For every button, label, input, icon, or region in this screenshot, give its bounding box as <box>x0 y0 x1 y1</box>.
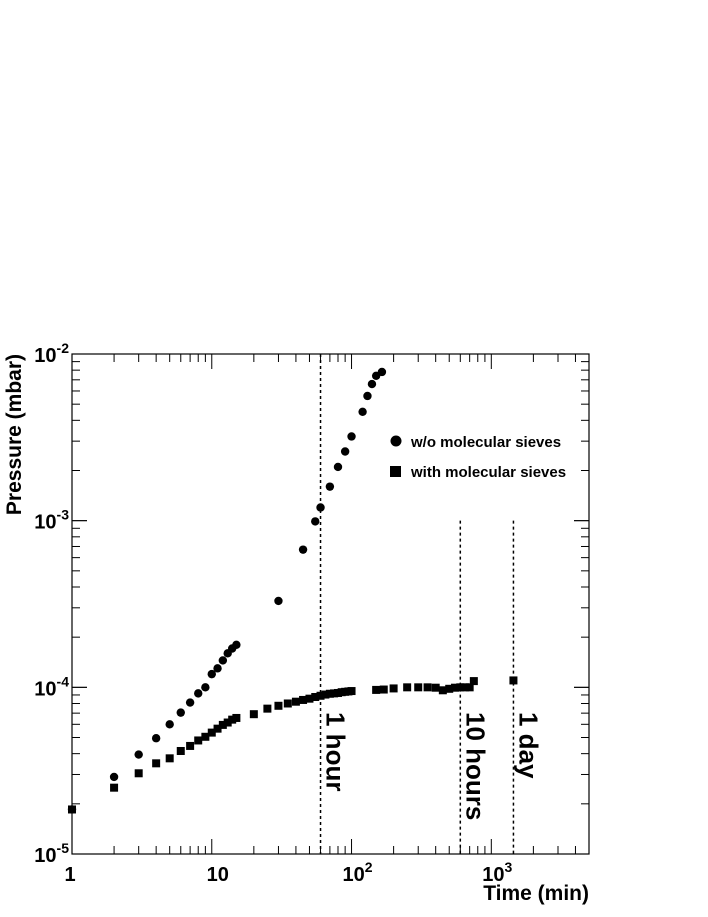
reference-lines: 1 hour 10 hours 1 day <box>319 354 543 854</box>
reference-line-label: 1 hour <box>321 712 351 791</box>
data-point-square <box>414 683 423 692</box>
data-point-square <box>186 741 195 750</box>
data-point-circle <box>194 689 203 698</box>
data-point-square <box>347 687 356 696</box>
data-point-square <box>325 689 334 698</box>
data-point-square <box>201 732 210 741</box>
data-point-square <box>283 699 292 708</box>
plot-frame <box>71 353 590 855</box>
x-tick-label: 10 <box>207 864 229 886</box>
reference-line-label: 10 hours <box>460 712 490 820</box>
data-point-square <box>465 683 474 692</box>
data-point-circle <box>340 447 350 456</box>
legend-circle-marker <box>390 435 402 447</box>
data-point-circle <box>274 596 283 606</box>
data-point-square <box>423 683 432 692</box>
data-point-square <box>249 710 258 719</box>
data-point-circle <box>358 407 367 416</box>
data-point-circle <box>311 517 320 526</box>
data-point-circle <box>298 545 308 554</box>
data-point-circle <box>185 698 195 707</box>
data-point-square <box>445 684 454 693</box>
data-point-square <box>207 728 216 737</box>
data-point-circle <box>165 720 174 729</box>
data-point-square <box>299 695 308 704</box>
data-point-square <box>218 720 227 729</box>
series-with-sieves <box>68 676 518 814</box>
data-point-square <box>456 683 465 692</box>
data-point-square <box>321 690 330 699</box>
y-tick-label: 10-3 <box>34 507 69 534</box>
data-point-square <box>372 685 381 694</box>
data-point-square <box>461 683 470 692</box>
y-axis-title: Pressure (mbar) <box>3 354 26 515</box>
data-point-square <box>438 686 447 695</box>
data-point-square <box>305 694 314 703</box>
data-point-square <box>431 683 440 692</box>
data-point-square <box>263 704 272 713</box>
series-without-sieves <box>67 367 387 814</box>
y-tick-label: 10-2 <box>34 340 69 367</box>
data-point-square <box>316 691 325 700</box>
y-tick-label: 10-5 <box>34 840 69 867</box>
data-point-square <box>509 676 518 685</box>
data-point-circle <box>347 432 356 441</box>
data-point-square <box>389 684 398 693</box>
data-point-square <box>311 692 320 701</box>
legend: w/o molecular sieves with molecular siev… <box>390 434 566 481</box>
data-point-square <box>291 697 300 706</box>
data-point-square <box>110 783 119 792</box>
data-point-circle <box>325 482 335 491</box>
data-point-square <box>68 805 76 814</box>
data-point-square <box>223 718 232 727</box>
x-tick-label: 102 <box>343 859 373 886</box>
x-tick-label: 1 <box>64 864 75 886</box>
data-point-circle <box>151 734 161 743</box>
data-point-circle <box>367 379 377 389</box>
data-point-square <box>194 736 203 745</box>
data-point-square <box>176 746 185 755</box>
data-point-square <box>213 724 222 733</box>
data-point-circle <box>363 391 372 401</box>
data-point-circle <box>201 683 210 692</box>
data-point-square <box>469 677 478 686</box>
data-point-circle <box>213 664 222 673</box>
data-point-circle <box>218 656 228 665</box>
data-point-square <box>165 754 174 763</box>
data-point-square <box>451 683 460 692</box>
x-tick-label: 103 <box>482 859 512 886</box>
data-point-circle <box>232 640 241 649</box>
legend-square-marker <box>390 466 401 477</box>
data-point-circle <box>109 772 119 782</box>
data-point-square <box>232 713 241 722</box>
data-point-square <box>274 701 283 710</box>
data-point-square <box>152 759 161 768</box>
data-point-square <box>379 685 388 694</box>
data-point-circle <box>207 669 216 679</box>
data-point-square <box>228 715 237 724</box>
tick-labels: 1 10 102 103 10-5 10-4 10-3 10-2 <box>34 340 512 886</box>
data-point-square <box>403 683 412 692</box>
data-point-circle <box>316 503 325 512</box>
reference-line-label: 1 day <box>513 712 543 779</box>
y-tick-label: 10-4 <box>34 673 69 700</box>
data-point-square <box>134 769 143 778</box>
data-point-circle <box>333 462 343 472</box>
data-point-circle <box>134 750 143 759</box>
data-point-circle <box>377 367 387 377</box>
legend-label-with-sieves: with molecular sieves <box>410 464 566 481</box>
x-axis-title: Time (min) <box>483 882 589 905</box>
axis-ticks <box>71 353 590 855</box>
legend-label-without-sieves: w/o molecular sieves <box>410 434 561 451</box>
data-point-circle <box>176 708 185 717</box>
